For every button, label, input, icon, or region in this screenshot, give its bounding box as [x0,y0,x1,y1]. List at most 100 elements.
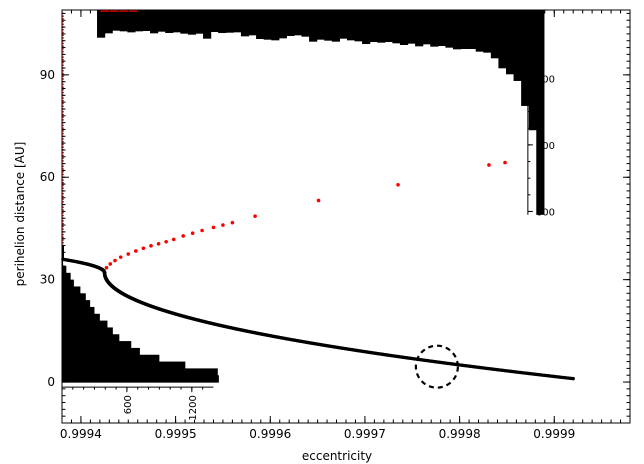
red-series-point [62,154,64,157]
red-series-point [62,220,64,222]
top-histogram-bar [490,10,500,59]
red-series-point [62,138,64,140]
top-histogram-tick-label: 600 [536,207,555,218]
red-series-point [62,173,64,176]
red-series-point [62,31,64,34]
x-axis-title: eccentricity [302,449,372,463]
red-series-point [62,64,64,67]
red-series-point [62,225,64,228]
top-histogram-bar [233,10,242,33]
red-series-point [316,198,321,203]
red-series-point [62,124,64,127]
red-series-point [62,179,64,181]
red-series-point [141,246,146,251]
red-series-point [62,170,64,173]
red-series-point [62,119,64,121]
left-histogram-bar [62,375,219,383]
red-series-point [62,102,64,105]
left-histogram-bar [62,313,100,322]
red-series-point [62,192,64,195]
red-series-point [62,187,64,190]
left-histogram-bar [62,334,120,342]
top-histogram-bar [165,10,174,34]
top-histogram-bar [521,10,530,106]
top-histogram-bar [172,10,181,33]
top-histogram-bar [134,10,144,32]
left-histogram-bar [62,320,108,329]
red-series-point [190,231,195,236]
top-histogram-bar [505,10,515,75]
red-series-point [62,110,64,113]
red-series-point [113,258,117,263]
x-tick-label: 0.9996 [249,427,291,441]
top-histogram-bar [339,10,348,39]
red-series-point [62,129,64,132]
left-histogram-bar [62,272,71,281]
red-series-point [62,15,64,18]
red-series-point [62,151,64,154]
red-series-point [62,184,64,187]
red-series-point [62,37,64,39]
red-series-point [62,200,64,203]
top-histogram-bar [468,10,477,49]
top-histogram-bar [187,10,197,35]
top-histogram-bar [415,10,424,47]
left-histogram-bar [62,259,64,267]
left-histogram-bar [62,300,91,308]
top-histogram-bar [309,10,318,42]
top-histogram-bar [286,10,295,37]
left-histogram-bar [62,327,113,335]
red-series-point [62,42,64,45]
top-histogram-bar [384,10,393,43]
top-histogram-bar [112,10,121,31]
top-histogram-bar [157,10,166,32]
left-histogram-bar [62,286,81,294]
top-histogram-bar [430,10,439,47]
red-series-point [62,105,64,108]
top-histogram-bar [248,10,257,36]
top-histogram-bar [293,10,303,36]
top-histogram-bar [445,10,454,48]
left-histogram-bar [62,354,160,363]
top-histogram-bar [407,10,416,44]
red-series-point [503,160,507,165]
red-series-point [253,214,257,218]
top-histogram-bar [475,10,484,52]
red-series-point [62,181,64,184]
red-series-point [181,234,185,238]
red-series-point [171,237,176,242]
top-histogram-bar [392,10,401,44]
top-histogram-bar [127,10,136,33]
dashed-circle-annotation [414,344,459,389]
red-series-point [230,220,235,225]
annotations [414,344,459,389]
x-tick-label: 0.9994 [60,427,102,441]
red-series-point [62,146,64,149]
red-series-point [62,241,64,244]
left-histogram-bar [62,341,132,349]
red-series-point [62,91,64,94]
y-tick-label: 90 [40,68,55,82]
top-histogram-bar [483,10,492,53]
x-tick-label: 0.9997 [344,427,386,441]
red-series-point [62,233,64,236]
top-histogram-bar [180,10,189,34]
red-series-point [62,228,64,231]
top-histogram-bar [301,10,310,37]
red-series-point [118,255,123,259]
red-series-point [62,236,64,239]
top-histogram-bar [97,10,106,38]
left-histogram-bar [62,347,140,356]
red-series-point [126,252,131,256]
top-histogram-bar [399,10,409,45]
red-series-point [62,116,64,119]
red-series-point [211,225,216,230]
y-tick-label: 60 [40,170,55,184]
red-series-point [62,72,64,75]
histogram-axes: 600 1200 200 400 600 [62,10,555,421]
red-series-point [164,239,168,244]
x-tick-label: 0.9999 [533,427,575,441]
red-series-point [62,69,64,72]
y-tick-label: 30 [40,273,55,287]
histograms [62,10,545,383]
